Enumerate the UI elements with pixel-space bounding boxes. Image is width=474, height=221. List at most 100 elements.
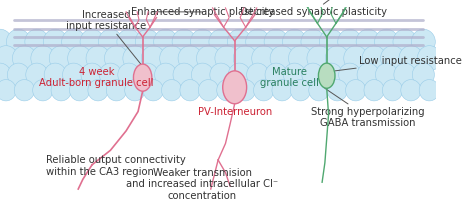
Circle shape <box>191 63 213 86</box>
Text: Mature
granule cell: Mature granule cell <box>260 67 319 88</box>
Circle shape <box>228 63 250 86</box>
Ellipse shape <box>134 64 152 91</box>
Circle shape <box>63 63 85 86</box>
Circle shape <box>289 46 312 71</box>
Circle shape <box>252 46 276 71</box>
Circle shape <box>418 46 441 71</box>
Circle shape <box>180 80 200 101</box>
Circle shape <box>338 29 362 54</box>
Circle shape <box>172 29 196 54</box>
Text: Reliable output connectivity
within the CA3 region: Reliable output connectivity within the … <box>46 155 186 177</box>
Circle shape <box>160 46 183 71</box>
Circle shape <box>25 29 49 54</box>
Circle shape <box>26 63 48 86</box>
Circle shape <box>100 63 121 86</box>
Circle shape <box>123 46 147 71</box>
Circle shape <box>7 29 30 54</box>
Circle shape <box>143 80 164 101</box>
Circle shape <box>154 29 178 54</box>
Circle shape <box>215 46 239 71</box>
Circle shape <box>374 29 399 54</box>
Circle shape <box>217 80 237 101</box>
Circle shape <box>209 29 233 54</box>
Circle shape <box>412 63 434 86</box>
Circle shape <box>283 63 306 86</box>
Circle shape <box>106 80 127 101</box>
Circle shape <box>0 46 18 71</box>
Circle shape <box>393 29 417 54</box>
Circle shape <box>283 29 307 54</box>
Circle shape <box>210 63 232 86</box>
Circle shape <box>8 63 29 86</box>
Circle shape <box>394 63 416 86</box>
Circle shape <box>357 63 379 86</box>
Circle shape <box>265 63 287 86</box>
Circle shape <box>346 80 366 101</box>
Circle shape <box>86 46 110 71</box>
Text: Weaker transmision
and increased intracellular Cl⁻
concentration: Weaker transmision and increased intrace… <box>127 168 279 201</box>
Circle shape <box>301 29 325 54</box>
Circle shape <box>99 29 122 54</box>
Circle shape <box>81 63 103 86</box>
Circle shape <box>12 46 36 71</box>
Circle shape <box>117 29 141 54</box>
Circle shape <box>0 63 11 86</box>
Circle shape <box>155 63 177 86</box>
Circle shape <box>125 80 145 101</box>
Circle shape <box>309 80 329 101</box>
Circle shape <box>319 29 343 54</box>
Circle shape <box>14 80 35 101</box>
Circle shape <box>0 29 12 54</box>
Circle shape <box>136 63 158 86</box>
Circle shape <box>344 46 368 71</box>
Circle shape <box>302 63 324 86</box>
Text: PV-Interneuron: PV-Interneuron <box>198 107 272 117</box>
Circle shape <box>327 80 347 101</box>
Ellipse shape <box>223 71 246 104</box>
Circle shape <box>383 80 402 101</box>
Circle shape <box>191 29 214 54</box>
Circle shape <box>233 46 257 71</box>
Circle shape <box>264 29 288 54</box>
Circle shape <box>178 46 202 71</box>
Circle shape <box>80 29 104 54</box>
Circle shape <box>70 80 90 101</box>
Circle shape <box>228 29 251 54</box>
Circle shape <box>197 46 220 71</box>
Circle shape <box>272 80 292 101</box>
Circle shape <box>43 29 67 54</box>
Circle shape <box>162 80 182 101</box>
Circle shape <box>104 46 128 71</box>
Circle shape <box>135 29 159 54</box>
Circle shape <box>325 46 349 71</box>
Text: Enhanced synaptic plasticity: Enhanced synaptic plasticity <box>131 7 274 17</box>
Circle shape <box>246 63 269 86</box>
Circle shape <box>364 80 384 101</box>
Circle shape <box>44 63 66 86</box>
Circle shape <box>235 80 255 101</box>
Ellipse shape <box>319 63 335 88</box>
Circle shape <box>246 29 270 54</box>
Circle shape <box>0 80 16 101</box>
Circle shape <box>118 63 140 86</box>
Text: Decreased synaptic plasticity: Decreased synaptic plasticity <box>239 0 386 17</box>
Circle shape <box>411 29 435 54</box>
Circle shape <box>291 80 310 101</box>
Circle shape <box>356 29 380 54</box>
Circle shape <box>381 46 404 71</box>
Circle shape <box>173 63 195 86</box>
Text: Low input resistance: Low input resistance <box>335 56 462 71</box>
Circle shape <box>51 80 71 101</box>
Circle shape <box>198 80 219 101</box>
Circle shape <box>307 46 331 71</box>
Circle shape <box>141 46 165 71</box>
Circle shape <box>88 80 108 101</box>
Circle shape <box>375 63 398 86</box>
Circle shape <box>62 29 86 54</box>
Text: 4 week
Adult-born granule cell: 4 week Adult-born granule cell <box>39 67 154 88</box>
Text: Strong hyperpolarizing
GABA transmission: Strong hyperpolarizing GABA transmission <box>311 88 425 128</box>
Circle shape <box>33 80 53 101</box>
Circle shape <box>68 46 91 71</box>
Circle shape <box>401 80 421 101</box>
Circle shape <box>49 46 73 71</box>
